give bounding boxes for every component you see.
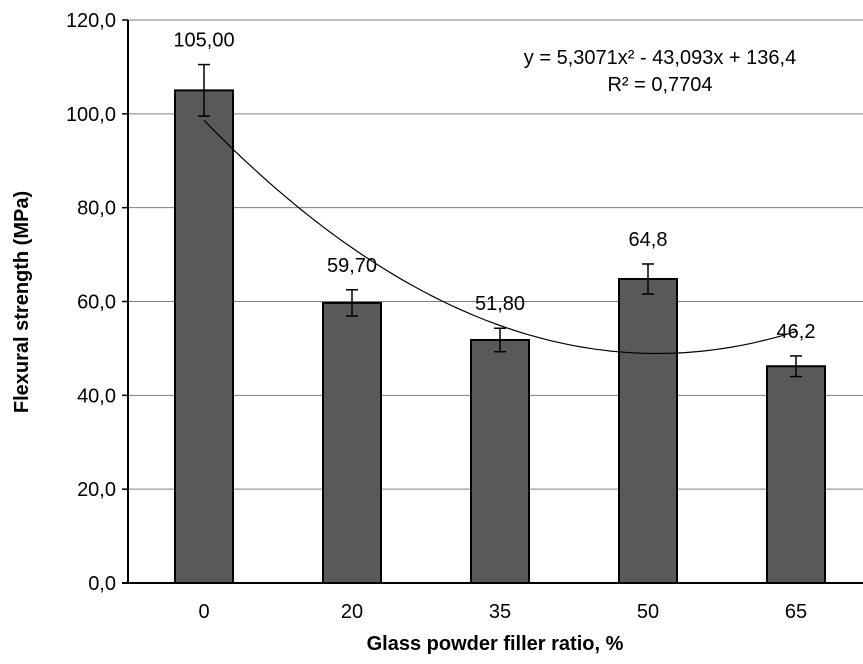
y-tick-label-3: 60,0 [77,292,116,314]
data-label-50: 64,8 [629,229,668,251]
x-tick-label-20: 20 [341,601,363,623]
error-bar-0 [198,63,210,117]
bars [174,63,826,585]
r-squared-label: R² = 0,7704 [607,74,712,96]
x-tick-label-65: 65 [785,601,807,623]
error-bar-50 [642,263,654,295]
x-tick-label-35: 35 [489,601,511,623]
bar-65 [766,365,826,584]
axes [122,19,863,584]
y-axis-title: Flexural strength (MPa) [11,191,33,413]
labels: 0,0 20,0 40,0 60,0 80,0 100,0 120,0 105,00 0 59,7… [66,10,816,623]
x-tick-label-0: 0 [198,601,209,623]
grid-lines [128,19,863,490]
bar-0 [174,89,234,584]
y-tick-label-4: 80,0 [77,198,116,220]
trendline [203,119,797,355]
y-tick-label-5: 100,0 [66,104,116,126]
error-bar-35 [494,327,506,353]
y-tick-label-1: 20,0 [77,479,116,501]
data-label-65: 46,2 [777,321,816,343]
error-bar-65 [790,355,802,378]
trendline-equation: y = 5,3071x² - 43,093x + 136,4 [524,47,796,69]
bar-50 [618,277,678,584]
trendline-layer [203,119,797,355]
error-bar-20 [346,289,358,317]
y-tick-label-6: 120,0 [66,10,116,32]
x-axis-title: Glass powder filler ratio, % [367,633,624,655]
data-label-0: 105,00 [173,30,234,52]
y-tick-label-2: 40,0 [77,385,116,407]
bar-35 [470,338,530,585]
bar-20 [322,301,382,584]
y-tick-label-0: 0,0 [88,573,116,595]
data-label-35: 51,80 [475,293,525,315]
data-label-20: 59,70 [327,255,377,277]
x-tick-label-50: 50 [637,601,659,623]
